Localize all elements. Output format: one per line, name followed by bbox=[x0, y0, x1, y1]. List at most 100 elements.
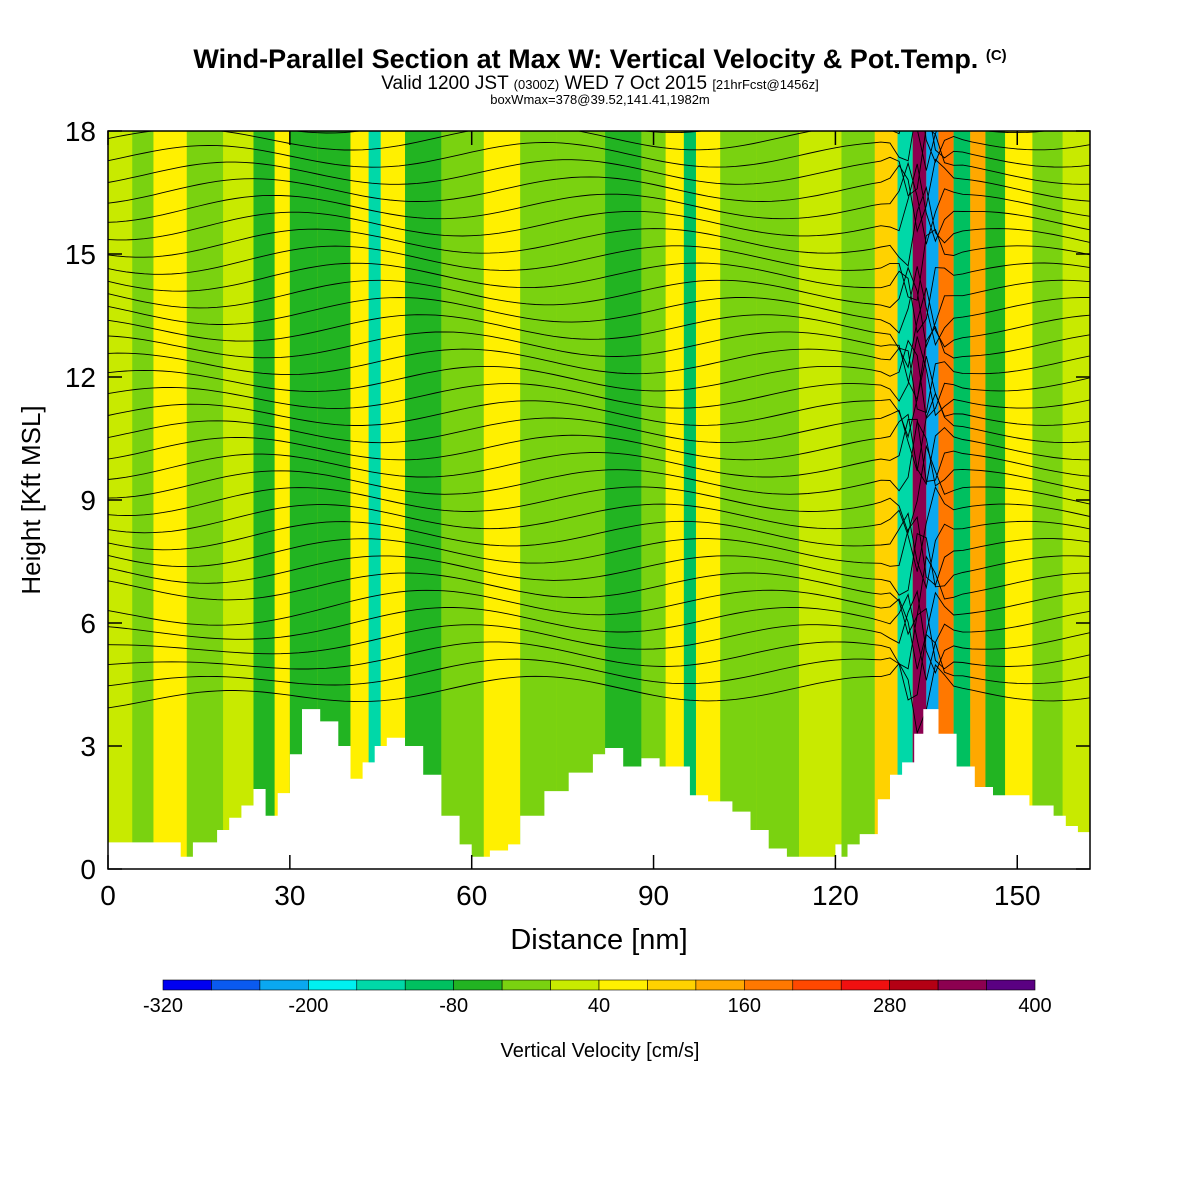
title-text: Wind-Parallel Section at Max W: Vertical… bbox=[193, 44, 979, 74]
x-tick-label: 60 bbox=[456, 880, 487, 911]
isentrope-line bbox=[108, 515, 1090, 586]
isentrope-line bbox=[108, 418, 1090, 483]
w-column bbox=[938, 131, 954, 869]
isentrope-line bbox=[108, 262, 1090, 334]
w-column bbox=[756, 131, 800, 869]
w-column bbox=[953, 131, 971, 869]
y-tick-label: 9 bbox=[80, 485, 96, 516]
isentrope-line bbox=[108, 339, 1090, 420]
colorbar: -320 -200 -80 40 160 280 400 bbox=[143, 979, 1052, 1017]
w-column bbox=[641, 131, 666, 869]
colorbar-swatch bbox=[598, 979, 648, 991]
w-column bbox=[897, 131, 913, 869]
x-tick-label: 30 bbox=[274, 880, 305, 911]
isentrope-line bbox=[108, 444, 1090, 535]
x-tick-label: 150 bbox=[994, 880, 1041, 911]
y-tick-label: 12 bbox=[65, 362, 96, 393]
isentrope-line bbox=[108, 593, 1090, 681]
w-column bbox=[912, 131, 927, 869]
colorbar-swatch bbox=[695, 979, 745, 991]
valid-time-line: Valid 1200 JST (0300Z) WED 7 Oct 2015 [2… bbox=[0, 73, 1200, 95]
colorbar-tick-label: 40 bbox=[588, 995, 610, 1017]
w-column bbox=[120, 131, 133, 869]
colorbar-swatch bbox=[356, 979, 406, 991]
colorbar-swatch bbox=[453, 979, 503, 991]
isentrope-line bbox=[108, 161, 1090, 245]
isentrope-line bbox=[108, 131, 1090, 197]
isentrope-line bbox=[108, 555, 1090, 636]
x-axis-label: Distance [nm] bbox=[510, 924, 687, 956]
y-tick-label: 15 bbox=[65, 239, 96, 270]
colorbar-swatch bbox=[501, 979, 551, 991]
colorbar-swatch bbox=[647, 979, 697, 991]
colorbar-swatch bbox=[404, 979, 454, 991]
w-column bbox=[683, 131, 696, 869]
y-tick-label: 6 bbox=[80, 608, 96, 639]
isentrope-line bbox=[108, 589, 1090, 674]
axes: 0 30 60 90 120 150 0 3 6 9 12 15 18 bbox=[65, 116, 1090, 911]
forecast-tag: [21hrFcst@1456z] bbox=[712, 77, 819, 92]
w-column bbox=[1005, 131, 1033, 869]
isentrope-line bbox=[108, 287, 1090, 369]
isentrope-line bbox=[108, 347, 1090, 414]
colorbar-tick-label: -80 bbox=[439, 995, 468, 1017]
colorbar-swatch bbox=[550, 979, 600, 991]
colorbar-label: Vertical Velocity [cm/s] bbox=[501, 1040, 700, 1062]
isentrope-line bbox=[108, 266, 1090, 347]
y-tick-label: 3 bbox=[80, 731, 96, 762]
w-column bbox=[223, 131, 254, 869]
w-column bbox=[720, 131, 757, 869]
w-column bbox=[556, 131, 606, 869]
isentrope-line bbox=[108, 420, 1090, 499]
y-tick-label: 18 bbox=[65, 116, 96, 147]
box-info-line: boxWmax=378@39.52,141.41,1982m bbox=[490, 92, 710, 107]
colorbar-tick-label: 160 bbox=[728, 995, 761, 1017]
isentrope-line bbox=[108, 185, 1090, 267]
colorbar-swatch bbox=[792, 979, 842, 991]
isentrope-line bbox=[108, 512, 1090, 590]
colorbar-tick-label: -200 bbox=[288, 995, 328, 1017]
colorbar-swatch bbox=[308, 979, 358, 991]
colorbar-swatch bbox=[211, 979, 261, 991]
colorbar-swatch bbox=[937, 979, 987, 991]
valid-date: WED 7 Oct 2015 bbox=[564, 73, 708, 94]
x-tick-label: 90 bbox=[638, 880, 669, 911]
valid-prefix: Valid 1200 JST bbox=[381, 73, 509, 94]
colorbar-swatch bbox=[259, 979, 309, 991]
y-axis-label: Height [Kft MSL] bbox=[16, 405, 46, 594]
x-tick-label: 120 bbox=[812, 880, 859, 911]
w-column bbox=[441, 131, 484, 869]
isentrope-line bbox=[108, 131, 1090, 164]
colorbar-swatch bbox=[744, 979, 794, 991]
w-column bbox=[665, 131, 684, 869]
colorbar-tick-label: 280 bbox=[873, 995, 906, 1017]
isentrope-line bbox=[108, 413, 1090, 486]
isentrope-line bbox=[108, 163, 1090, 243]
isentrope-line bbox=[108, 355, 1090, 439]
valid-utc: (0300Z) bbox=[513, 77, 560, 92]
w-column bbox=[985, 131, 1006, 869]
isentrope-line bbox=[108, 336, 1090, 417]
terrain-profile bbox=[108, 709, 1090, 869]
w-column bbox=[799, 131, 842, 869]
w-column bbox=[970, 131, 986, 869]
isentrope-line bbox=[108, 485, 1090, 572]
w-column bbox=[841, 131, 875, 869]
colorbar-swatch bbox=[840, 979, 890, 991]
colorbar-tick-label: 400 bbox=[1018, 995, 1051, 1017]
w-column bbox=[132, 131, 154, 869]
potential-temperature-contours bbox=[108, 131, 1090, 735]
colorbar-swatch bbox=[986, 979, 1036, 991]
isentrope-line bbox=[108, 607, 1090, 670]
w-column bbox=[1032, 131, 1063, 869]
isentrope-line bbox=[292, 131, 1048, 171]
isentrope-line bbox=[108, 266, 1090, 349]
y-tick-label: 0 bbox=[80, 854, 96, 885]
isentrope-line bbox=[108, 589, 1090, 670]
w-column bbox=[695, 131, 721, 869]
x-tick-label: 0 bbox=[100, 880, 116, 911]
isentrope-line bbox=[108, 325, 1090, 402]
colorbar-swatch bbox=[162, 979, 212, 991]
w-column bbox=[350, 131, 369, 869]
